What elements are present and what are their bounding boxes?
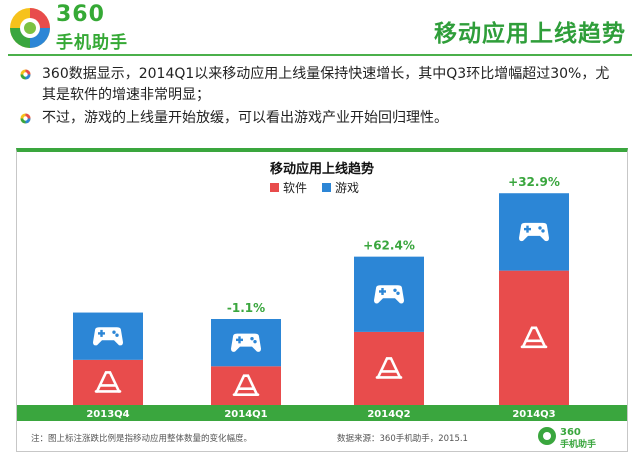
growth-label: +62.4% [363, 239, 415, 253]
x-tick-label: 2013Q4 [86, 409, 129, 420]
bar-software [499, 270, 569, 405]
growth-label: +32.9% [508, 175, 560, 189]
watermark-number: 360 [560, 427, 581, 438]
gamepad-icon [519, 222, 549, 242]
bullet-ball-icon [20, 113, 31, 124]
x-tick-label: 2014Q1 [224, 409, 267, 420]
page-title: 移动应用上线趋势 [434, 21, 626, 47]
chart-panel: 移动应用上线趋势软件 游戏 -1.1% +62.4% +32.9% 2013Q4 2014Q… [16, 148, 628, 452]
gamepad-icon [374, 285, 404, 304]
header: 360 手机助手 移动应用上线趋势 [0, 0, 640, 58]
chart-title: 移动应用上线趋势 [270, 161, 374, 177]
bar-software [354, 331, 424, 405]
brand-logo: 360 手机助手 [8, 2, 148, 54]
app-store-icon [520, 326, 548, 349]
bullet-ball-icon [20, 69, 31, 80]
bullet-item: 不过，游戏的上线量开始放缓，可以看出游戏产业开始回归理性。 [20, 108, 620, 129]
app-store-icon [94, 371, 122, 393]
bullet-text: 360数据显示，2014Q1以来移动应用上线量保持快速增长，其中Q3环比增幅超过… [42, 66, 610, 103]
app-store-icon [375, 357, 403, 379]
legend-label-1: 游戏 [335, 181, 359, 195]
watermark-name: 手机助手 [560, 438, 596, 450]
gamepad-icon [231, 333, 261, 352]
x-tick-label: 2014Q3 [512, 409, 555, 420]
x-tick-label: 2014Q2 [367, 409, 410, 420]
legend-swatch-0 [270, 183, 279, 192]
legend-swatch-1 [322, 183, 331, 192]
logo-number: 360 [56, 2, 105, 27]
bullet-item: 360数据显示，2014Q1以来移动应用上线量保持快速增长，其中Q3环比增幅超过… [20, 64, 620, 106]
app-store-icon [232, 374, 260, 396]
gamepad-icon [93, 327, 123, 346]
bar-software [73, 359, 143, 405]
footnote-left: 注：图上标注涨跌比例是指移动应用整体数量的变化幅度。 [31, 433, 252, 444]
legend-label-0: 软件 [283, 181, 307, 195]
logo-ball-icon [10, 8, 50, 48]
category-band [17, 405, 627, 421]
bullet-text: 不过，游戏的上线量开始放缓，可以看出游戏产业开始回归理性。 [42, 110, 448, 126]
growth-label: -1.1% [227, 301, 265, 315]
footnote-right: 数据来源：360手机助手，2015.1 [337, 433, 468, 444]
logo-name: 手机助手 [56, 33, 128, 53]
bar-software [211, 366, 281, 405]
watermark-ball-icon [538, 427, 556, 445]
header-divider [8, 54, 632, 56]
bullet-list: 360数据显示，2014Q1以来移动应用上线量保持快速增长，其中Q3环比增幅超过… [20, 64, 620, 131]
